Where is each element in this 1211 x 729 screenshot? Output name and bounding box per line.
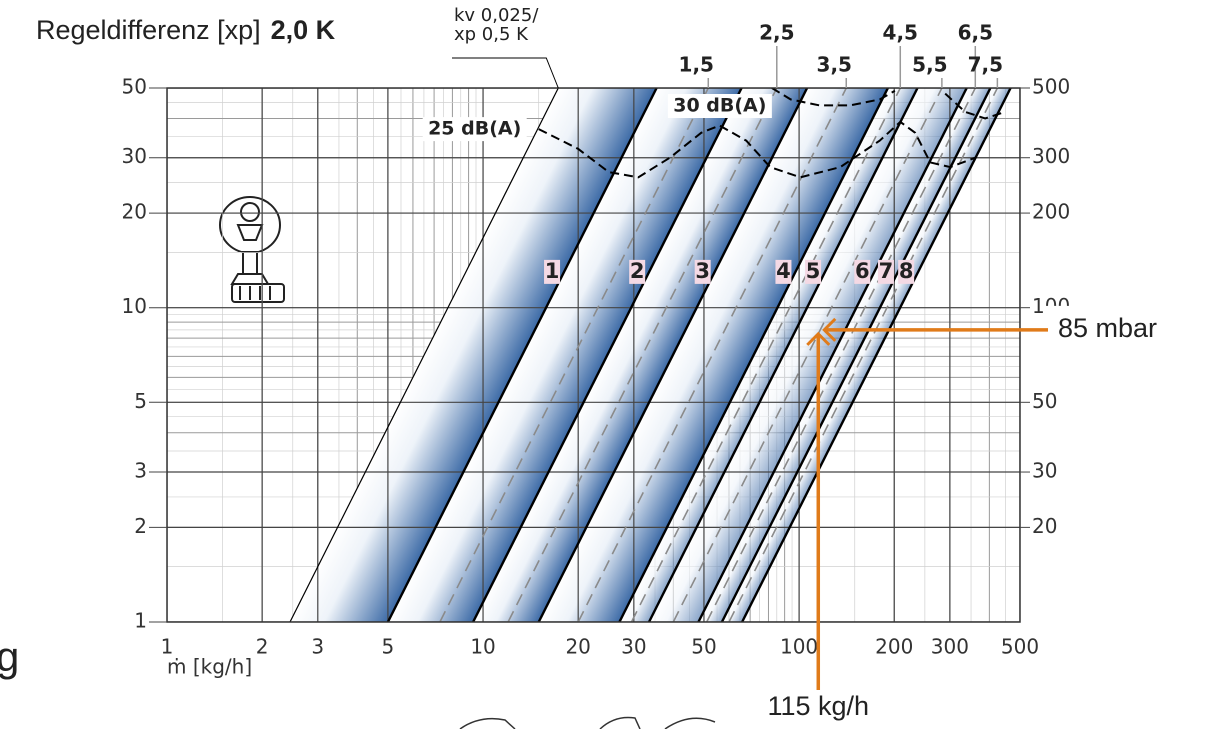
gradient-band <box>698 88 991 622</box>
series-line <box>507 88 778 622</box>
label-bg <box>544 259 561 284</box>
label-bg <box>805 259 822 284</box>
series-label: 1 <box>545 259 560 283</box>
gradient-band <box>387 88 742 622</box>
y2-tick-label: 20 <box>1032 514 1057 538</box>
series-label: 5,5 <box>912 53 947 77</box>
label-bg <box>854 259 871 284</box>
x-tick-label: 20 <box>565 635 590 659</box>
series-label: 7,5 <box>968 53 1003 77</box>
y-tick-label: 5 <box>134 389 147 413</box>
y-tick-label: 10 <box>122 294 147 318</box>
series-label: 3,5 <box>817 53 852 77</box>
y2-tick-label: 300 <box>1032 144 1070 168</box>
series-label: 7 <box>879 259 894 283</box>
leader-line <box>452 57 559 89</box>
series-label: 3 <box>695 259 710 283</box>
x-tick-label: 300 <box>931 635 969 659</box>
x-tick-label: 30 <box>621 635 646 659</box>
series-label: 8 <box>899 259 914 283</box>
gradient-band <box>289 88 657 622</box>
reference-line <box>289 88 559 622</box>
series-line <box>705 88 977 622</box>
y2-tick-label: 30 <box>1032 459 1057 483</box>
series-line <box>697 88 968 622</box>
series-line <box>472 88 743 622</box>
series-label: 2,5 <box>759 21 794 45</box>
marker-label: 85 mbar <box>1058 313 1157 343</box>
plot-frame <box>166 87 1021 623</box>
x-tick-label: 5 <box>382 635 395 659</box>
x-tick-label: 200 <box>875 635 913 659</box>
series-line <box>720 88 992 622</box>
arrow-head <box>822 317 837 342</box>
gradient-band <box>648 88 967 622</box>
series-label: 6 <box>855 259 870 283</box>
x-axis-label: ṁ [kg/h] <box>167 655 252 679</box>
y-tick-label: 1 <box>134 609 147 633</box>
bottom-fragments <box>459 716 716 729</box>
arrow-head <box>806 331 831 346</box>
series-line <box>741 88 1012 622</box>
label-bg <box>422 117 527 142</box>
label-bg <box>877 259 894 284</box>
series-line <box>537 88 809 622</box>
x-tick-label: 50 <box>691 635 716 659</box>
series-label: 30 dB(A) <box>673 95 766 117</box>
x-tick-label: 1 <box>161 635 174 659</box>
series-label: 4,5 <box>883 21 918 45</box>
label-bg <box>898 259 915 284</box>
series-label: 4 <box>776 259 791 283</box>
label-bg <box>775 259 792 284</box>
series-label: 25 dB(A) <box>428 118 521 140</box>
gradient-band <box>721 88 1011 622</box>
y-tick-label: 2 <box>134 514 147 538</box>
chart-title: Regeldifferenz [xp] 2,0 K <box>36 15 336 45</box>
series-line <box>647 88 919 622</box>
y-tick-label: 3 <box>134 459 147 483</box>
y2-tick-label: 50 <box>1032 389 1057 413</box>
x-tick-label: 3 <box>311 635 324 659</box>
series-line <box>630 88 902 622</box>
x-tick-label: 10 <box>470 635 495 659</box>
series-line <box>439 88 710 622</box>
series-line <box>386 88 658 622</box>
label-bg <box>667 94 772 118</box>
marker-label: 115 kg/h <box>767 691 869 721</box>
y-tick-label: 50 <box>122 75 147 99</box>
label-bg <box>694 259 711 284</box>
x-tick-label: 100 <box>780 635 818 659</box>
y-tick-label: 30 <box>122 144 147 168</box>
plot-area <box>167 88 1020 622</box>
y-tick-label: 20 <box>122 200 147 224</box>
series-label: 2 <box>630 259 645 283</box>
series-line <box>771 88 1006 120</box>
y2-tick-label: 500 <box>1032 75 1070 99</box>
y2-tick-label: 200 <box>1032 200 1070 224</box>
label-bg <box>1045 305 1205 348</box>
series-label: 1,5 <box>679 53 714 77</box>
x-tick-label: 2 <box>256 635 269 659</box>
gradient-band <box>619 88 918 622</box>
series-line <box>728 88 999 622</box>
gradient-band <box>473 88 808 622</box>
x-tick-label: 500 <box>1001 635 1039 659</box>
series-line <box>672 88 943 622</box>
label-bg <box>629 259 646 284</box>
reference-label: kv 0,025/ <box>454 5 539 26</box>
subtitle: 2,0 K <box>271 15 336 45</box>
series-line <box>618 88 889 622</box>
title: Regeldifferenz [xp] <box>36 15 261 45</box>
gradient-band <box>538 88 888 622</box>
series-label: 6,5 <box>958 21 993 45</box>
reference-label: xp 0,5 K <box>454 24 529 45</box>
fragment: g <box>0 633 19 680</box>
series-label: 5 <box>806 259 821 283</box>
series-line <box>538 120 976 179</box>
